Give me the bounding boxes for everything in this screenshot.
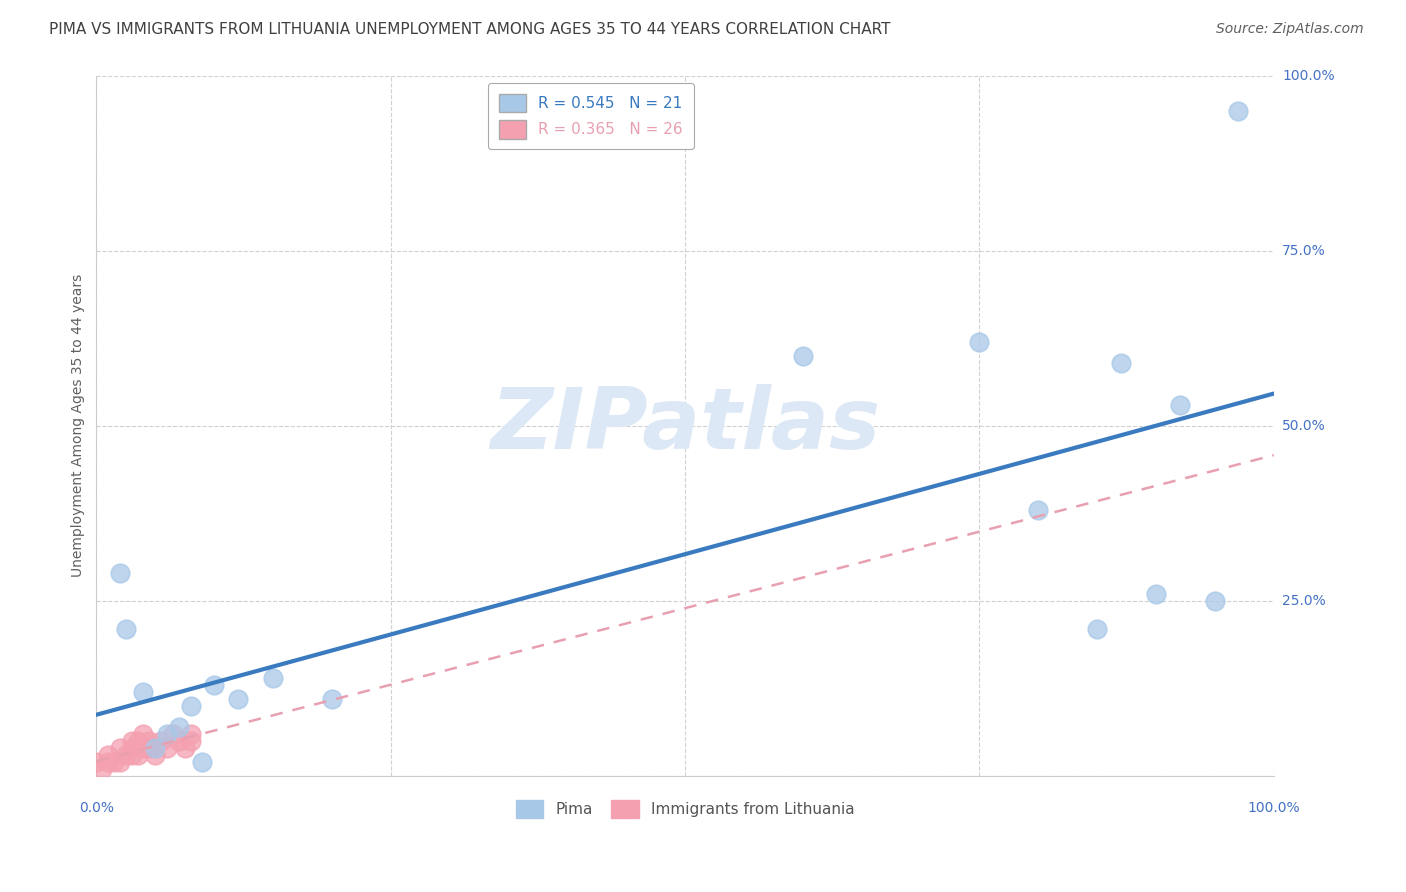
Point (969, 334, 991, 349)
Point (180, 699, 202, 714)
Point (132, 685, 155, 699)
Point (132, 741, 155, 756)
Point (108, 566, 131, 580)
Point (138, 741, 160, 756)
Point (173, 741, 195, 756)
Point (321, 692, 343, 706)
Point (792, 349, 814, 363)
Text: 100.0%: 100.0% (1247, 801, 1301, 815)
Point (108, 741, 131, 756)
Point (121, 741, 143, 756)
Point (1026, 503, 1049, 517)
Text: PIMA VS IMMIGRANTS FROM LITHUANIA UNEMPLOYMENT AMONG AGES 35 TO 44 YEARS CORRELA: PIMA VS IMMIGRANTS FROM LITHUANIA UNEMPL… (49, 22, 891, 37)
Text: 75.0%: 75.0% (1282, 244, 1326, 258)
Point (202, 678, 225, 692)
Point (91, 762, 114, 776)
Point (1227, 103, 1250, 118)
Point (114, 622, 136, 636)
Text: 100.0%: 100.0% (1282, 69, 1334, 83)
Point (97, 755, 120, 769)
Point (1168, 398, 1191, 412)
Point (108, 755, 131, 769)
Text: 50.0%: 50.0% (1282, 419, 1326, 433)
Text: Source: ZipAtlas.com: Source: ZipAtlas.com (1216, 22, 1364, 37)
Point (167, 734, 190, 748)
Point (156, 741, 179, 756)
Point (143, 748, 166, 763)
Text: 0.0%: 0.0% (79, 801, 114, 815)
Point (97, 748, 120, 763)
Point (167, 720, 190, 734)
Point (262, 671, 284, 685)
Point (138, 734, 160, 748)
Point (114, 748, 136, 763)
Point (127, 734, 149, 748)
Point (127, 748, 149, 763)
Point (191, 755, 214, 769)
Point (180, 734, 202, 748)
Point (156, 727, 179, 741)
Point (1204, 594, 1226, 608)
Point (132, 727, 155, 741)
Point (121, 734, 143, 748)
Point (1085, 622, 1108, 636)
Point (180, 727, 202, 741)
Point (86, 755, 108, 769)
Text: 25.0%: 25.0% (1282, 594, 1326, 608)
Point (143, 741, 166, 756)
Point (226, 692, 249, 706)
Point (121, 748, 143, 763)
Text: ZIPatlas: ZIPatlas (489, 384, 880, 467)
Point (103, 755, 125, 769)
Point (1109, 356, 1132, 370)
Point (150, 734, 173, 748)
Point (162, 727, 184, 741)
Point (143, 741, 166, 756)
Point (1144, 587, 1167, 601)
Legend: Pima, Immigrants from Lithuania: Pima, Immigrants from Lithuania (509, 794, 860, 824)
Y-axis label: Unemployment Among Ages 35 to 44 years: Unemployment Among Ages 35 to 44 years (72, 274, 86, 577)
